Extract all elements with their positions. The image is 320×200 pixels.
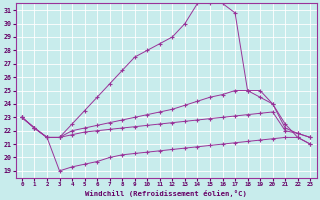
X-axis label: Windchill (Refroidissement éolien,°C): Windchill (Refroidissement éolien,°C) <box>85 190 247 197</box>
